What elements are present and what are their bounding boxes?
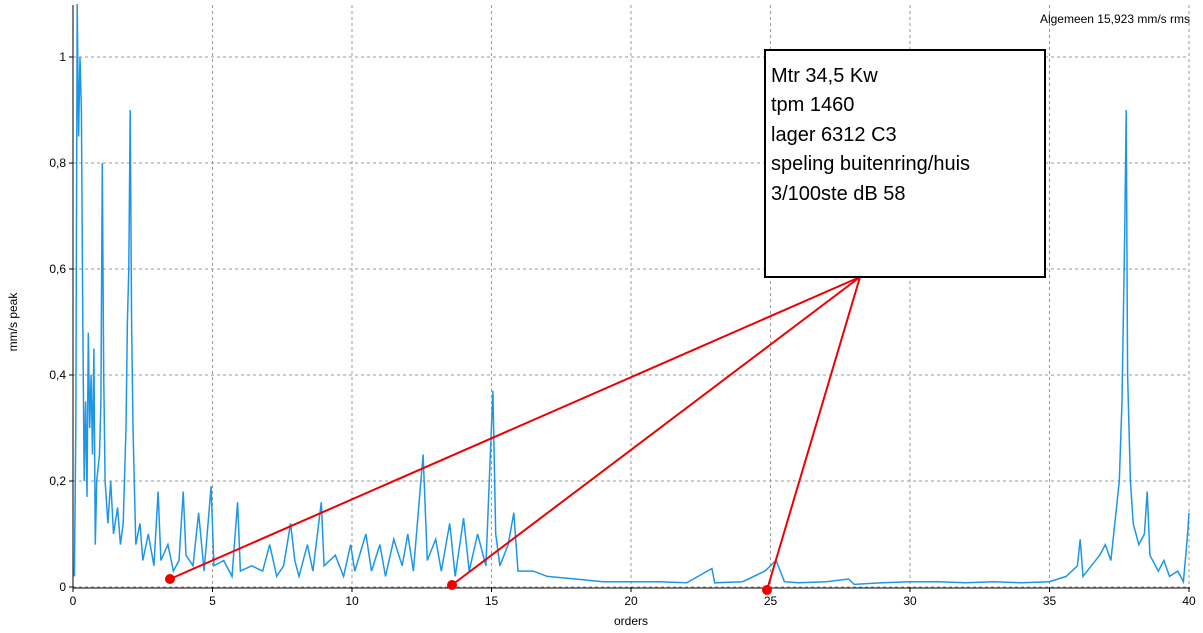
x-tick-label: 30: [903, 594, 917, 608]
note-box: [764, 49, 1046, 278]
overall-value: Algemeen 15,923 mm/s rms: [1040, 12, 1190, 26]
pointer-dot: [762, 585, 772, 595]
note-line: speling buitenring/huis: [771, 153, 970, 175]
y-tick-label: 0,8: [49, 156, 66, 170]
x-tick-label: 40: [1182, 594, 1196, 608]
x-tick-label: 25: [764, 594, 778, 608]
pointer-line: [451, 276, 861, 586]
x-tick-label: 5: [209, 594, 216, 608]
note-line: tpm 1460: [771, 94, 854, 116]
note-line: 3/100ste dB 58: [771, 183, 906, 205]
note-line: Mtr 34,5 Kw: [771, 65, 878, 87]
x-tick-label: 15: [485, 594, 499, 608]
callout: Mtr 34,5 Kw tpm 1460 lager 6312 C3 speli…: [165, 49, 1046, 595]
y-tick-label: 0,6: [49, 262, 66, 276]
x-tick-label: 20: [624, 594, 638, 608]
pointer-line: [169, 276, 861, 580]
pointer-dot: [447, 580, 457, 590]
y-tick-label: 0,2: [49, 474, 66, 488]
y-axis-label: mm/s peak: [6, 292, 20, 352]
x-tick-label: 0: [70, 594, 77, 608]
note-line: lager 6312 C3: [771, 124, 897, 146]
y-tick-label: 0: [59, 580, 66, 594]
pointer-dot: [165, 574, 175, 584]
x-tick-label: 35: [1043, 594, 1057, 608]
pointer-line: [766, 276, 861, 591]
y-tick-label: 1: [59, 50, 66, 64]
y-tick-label: 0,4: [49, 368, 66, 382]
x-axis-label: orders: [614, 614, 648, 628]
spectrum-line: [73, 3, 1190, 586]
x-tick-label: 10: [345, 594, 359, 608]
plot: [73, 3, 1190, 586]
